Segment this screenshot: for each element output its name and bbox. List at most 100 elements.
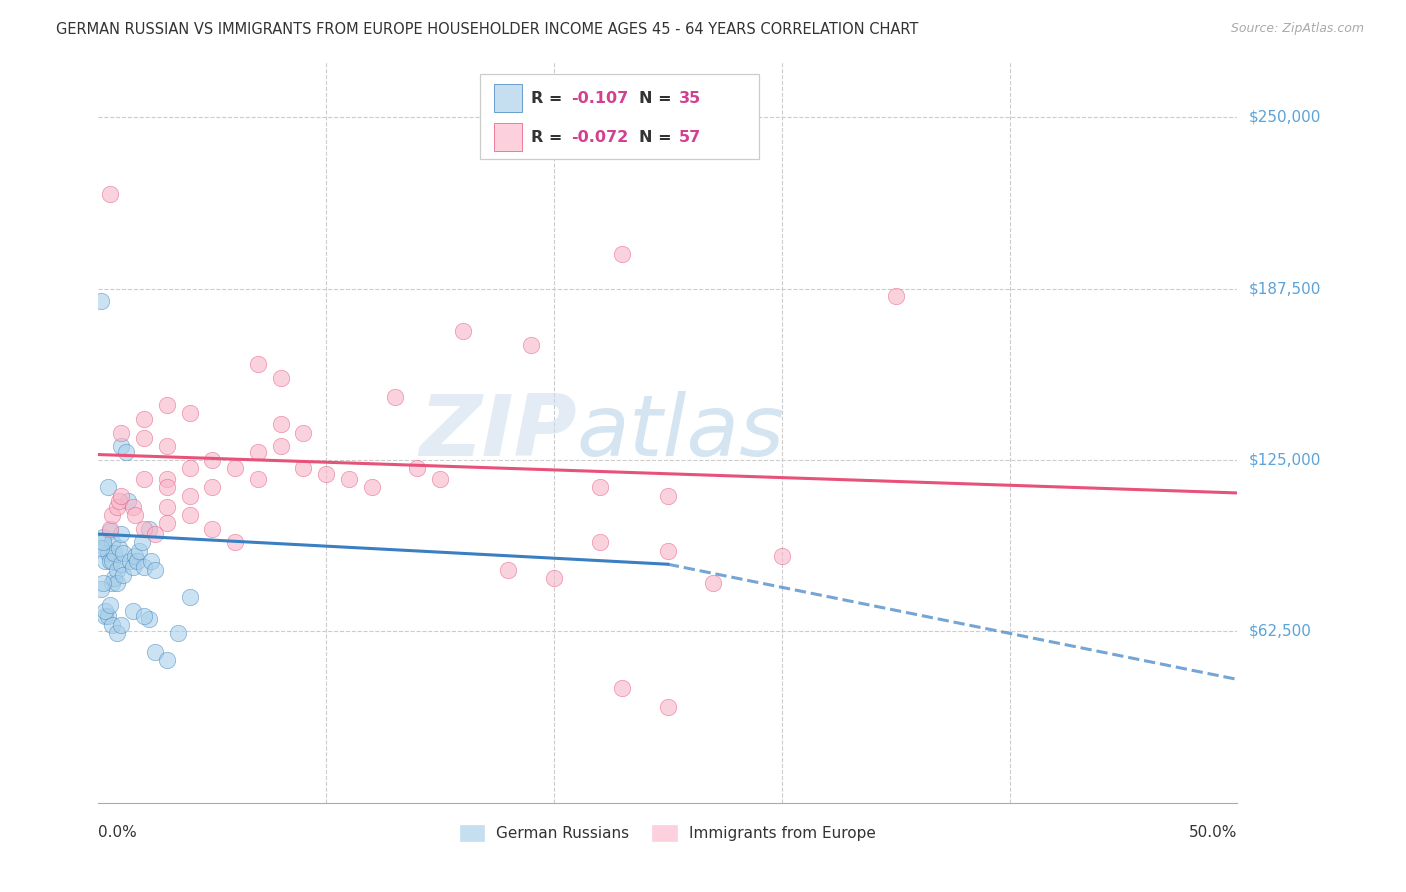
Point (105, 563, 128, 577)
Point (101, 554, 124, 568)
Point (179, 508, 201, 522)
Point (657, 543, 679, 558)
Point (96, 609, 118, 624)
Point (94, 604, 117, 618)
Point (246, 472, 269, 486)
Point (110, 558, 132, 572)
Point (132, 522, 155, 536)
Point (179, 590, 201, 604)
Point (127, 554, 149, 568)
Point (201, 480, 224, 494)
Point (108, 494, 131, 508)
Text: atlas: atlas (576, 391, 785, 475)
Legend: German Russians, Immigrants from Europe: German Russians, Immigrants from Europe (454, 819, 882, 847)
Text: 35: 35 (679, 91, 702, 106)
Point (98, 599, 121, 613)
Point (179, 461, 201, 475)
Text: 0.0%: 0.0% (98, 825, 138, 840)
Text: N =: N = (640, 129, 678, 145)
Text: 57: 57 (679, 129, 702, 145)
Point (101, 576, 124, 591)
Point (101, 508, 124, 522)
Point (91, 576, 114, 591)
Point (132, 609, 155, 624)
Point (138, 522, 160, 536)
Point (360, 480, 382, 494)
Point (156, 516, 179, 530)
Point (124, 549, 146, 563)
Point (101, 535, 124, 549)
Point (292, 425, 315, 440)
Point (179, 489, 201, 503)
Text: $250,000: $250,000 (1249, 110, 1320, 125)
Point (612, 247, 634, 261)
Point (451, 324, 474, 338)
Point (114, 445, 136, 459)
Point (98, 187, 121, 202)
Point (138, 612, 160, 626)
Point (139, 554, 162, 568)
Text: R =: R = (531, 129, 568, 145)
Point (103, 571, 125, 585)
Point (110, 425, 132, 440)
Text: ZIP: ZIP (419, 391, 576, 475)
Point (91, 535, 114, 549)
Point (105, 625, 128, 640)
Point (406, 461, 429, 475)
Point (145, 527, 167, 541)
Point (224, 461, 246, 475)
Point (702, 576, 724, 591)
Point (224, 535, 246, 549)
Point (657, 699, 679, 714)
Point (117, 494, 139, 508)
Point (612, 681, 634, 695)
FancyBboxPatch shape (494, 123, 522, 152)
Point (543, 571, 565, 585)
Point (384, 390, 406, 404)
Point (94, 609, 117, 624)
Text: $125,000: $125,000 (1249, 452, 1320, 467)
Point (132, 560, 155, 574)
Point (98, 554, 121, 568)
Text: -0.107: -0.107 (571, 91, 628, 106)
Point (132, 431, 155, 445)
Point (94, 554, 117, 568)
Point (270, 371, 292, 385)
Point (156, 500, 179, 514)
Text: GERMAN RUSSIAN VS IMMIGRANTS FROM EUROPE HOUSEHOLDER INCOME AGES 45 - 64 YEARS C: GERMAN RUSSIAN VS IMMIGRANTS FROM EUROPE… (56, 22, 918, 37)
Point (132, 412, 155, 426)
Point (105, 500, 128, 514)
Point (167, 625, 190, 640)
Text: R =: R = (531, 91, 568, 106)
Point (588, 480, 610, 494)
Point (105, 576, 128, 591)
Point (98, 522, 121, 536)
Point (96, 480, 118, 494)
Point (121, 500, 143, 514)
Point (498, 563, 520, 577)
Point (108, 541, 131, 555)
Point (132, 472, 155, 486)
Point (156, 653, 179, 667)
Point (128, 543, 150, 558)
Point (96, 546, 118, 560)
Point (110, 439, 132, 453)
Text: $187,500: $187,500 (1249, 281, 1320, 296)
Point (156, 480, 179, 494)
Point (588, 535, 610, 549)
Point (429, 472, 451, 486)
Point (884, 288, 907, 302)
Point (112, 546, 135, 560)
Point (91, 530, 114, 544)
Point (156, 439, 179, 453)
Point (156, 398, 179, 412)
Text: N =: N = (640, 91, 678, 106)
Text: -0.072: -0.072 (571, 129, 628, 145)
Point (121, 604, 143, 618)
Point (246, 445, 269, 459)
Text: 50.0%: 50.0% (1189, 825, 1237, 840)
Point (270, 417, 292, 432)
Point (103, 546, 125, 560)
Point (292, 461, 315, 475)
Point (112, 568, 135, 582)
